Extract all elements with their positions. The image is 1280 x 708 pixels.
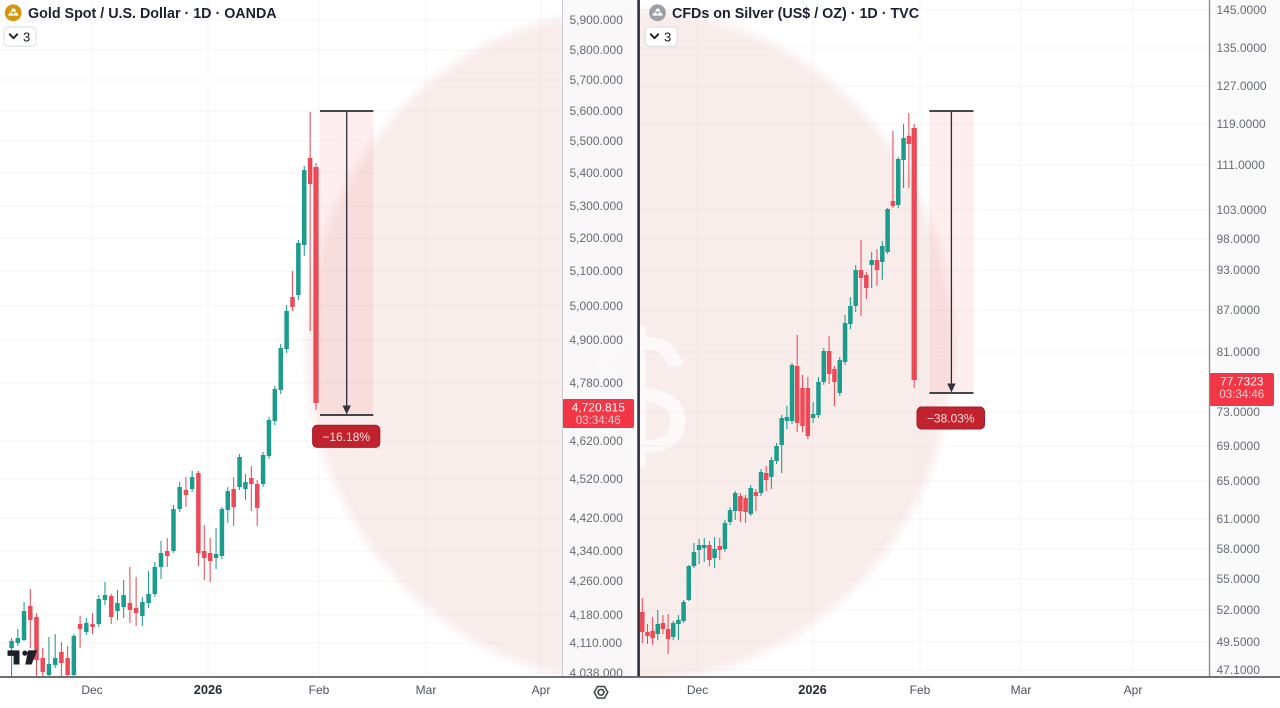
svg-text:Feb: Feb — [910, 683, 931, 697]
svg-text:119.0000: 119.0000 — [1217, 117, 1266, 131]
svg-text:65.0000: 65.0000 — [1217, 474, 1261, 488]
svg-text:5,200.000: 5,200.000 — [570, 231, 624, 245]
svg-text:4,720.815: 4,720.815 — [572, 401, 626, 415]
svg-text:5,300.000: 5,300.000 — [570, 199, 624, 213]
svg-text:5,700.000: 5,700.000 — [570, 73, 624, 87]
svg-text:Dec: Dec — [687, 683, 708, 697]
svg-text:4,520.000: 4,520.000 — [570, 472, 624, 486]
svg-text:4,900.000: 4,900.000 — [570, 333, 624, 347]
svg-text:5,100.000: 5,100.000 — [570, 264, 624, 278]
svg-text:Mar: Mar — [416, 683, 437, 697]
svg-text:58.0000: 58.0000 — [1217, 542, 1261, 556]
svg-text:CFDs on Silver (US$ / OZ) · 1D: CFDs on Silver (US$ / OZ) · 1D · TVC — [672, 6, 919, 22]
svg-text:5,400.000: 5,400.000 — [570, 166, 624, 180]
svg-text:73.0000: 73.0000 — [1217, 405, 1261, 419]
svg-text:81.0000: 81.0000 — [1217, 345, 1261, 359]
svg-text:5,900.000: 5,900.000 — [570, 13, 624, 27]
svg-text:111.0000: 111.0000 — [1217, 158, 1266, 172]
svg-text:4,780.000: 4,780.000 — [570, 376, 624, 390]
svg-text:5,500.000: 5,500.000 — [570, 134, 624, 148]
svg-text:47.1000: 47.1000 — [1217, 663, 1261, 677]
svg-text:5,600.000: 5,600.000 — [570, 104, 624, 118]
svg-text:87.0000: 87.0000 — [1217, 303, 1261, 317]
svg-text:77.7323: 77.7323 — [1220, 375, 1264, 389]
svg-text:4,180.000: 4,180.000 — [570, 608, 624, 622]
svg-text:3: 3 — [23, 29, 30, 44]
svg-text:49.5000: 49.5000 — [1217, 635, 1261, 649]
svg-text:103.0000: 103.0000 — [1217, 203, 1267, 217]
svg-text:135.0000: 135.0000 — [1217, 41, 1267, 55]
svg-text:127.0000: 127.0000 — [1217, 79, 1267, 93]
svg-text:5,800.000: 5,800.000 — [570, 43, 624, 57]
svg-text:−16.18%: −16.18% — [322, 430, 370, 444]
svg-text:4,420.000: 4,420.000 — [570, 511, 624, 525]
svg-text:61.0000: 61.0000 — [1217, 512, 1261, 526]
svg-text:69.0000: 69.0000 — [1217, 439, 1261, 453]
svg-text:Apr: Apr — [1124, 683, 1143, 697]
svg-text:Feb: Feb — [309, 683, 330, 697]
svg-text:Apr: Apr — [532, 683, 551, 697]
svg-text:5,000.000: 5,000.000 — [570, 299, 624, 313]
svg-text:93.0000: 93.0000 — [1217, 263, 1261, 277]
svg-text:145.0000: 145.0000 — [1217, 3, 1267, 17]
svg-text:Mar: Mar — [1011, 683, 1032, 697]
svg-text:−38.03%: −38.03% — [927, 412, 975, 426]
svg-text:03:34:46: 03:34:46 — [576, 415, 621, 427]
svg-text:4,110.000: 4,110.000 — [570, 636, 623, 650]
svg-text:2026: 2026 — [798, 682, 826, 697]
svg-text:52.0000: 52.0000 — [1217, 603, 1261, 617]
svg-text:4,340.000: 4,340.000 — [570, 544, 624, 558]
svg-text:2026: 2026 — [194, 682, 222, 697]
svg-text:4,260.000: 4,260.000 — [570, 574, 624, 588]
svg-text:55.0000: 55.0000 — [1217, 572, 1261, 586]
svg-text:03:34:46: 03:34:46 — [1219, 389, 1264, 401]
svg-text:4,620.000: 4,620.000 — [570, 434, 624, 448]
svg-text:3: 3 — [664, 29, 671, 44]
svg-text:Dec: Dec — [81, 683, 102, 697]
svg-text:98.0000: 98.0000 — [1217, 232, 1261, 246]
svg-text:Gold Spot / U.S. Dollar · 1D ·: Gold Spot / U.S. Dollar · 1D · OANDA — [28, 6, 277, 22]
